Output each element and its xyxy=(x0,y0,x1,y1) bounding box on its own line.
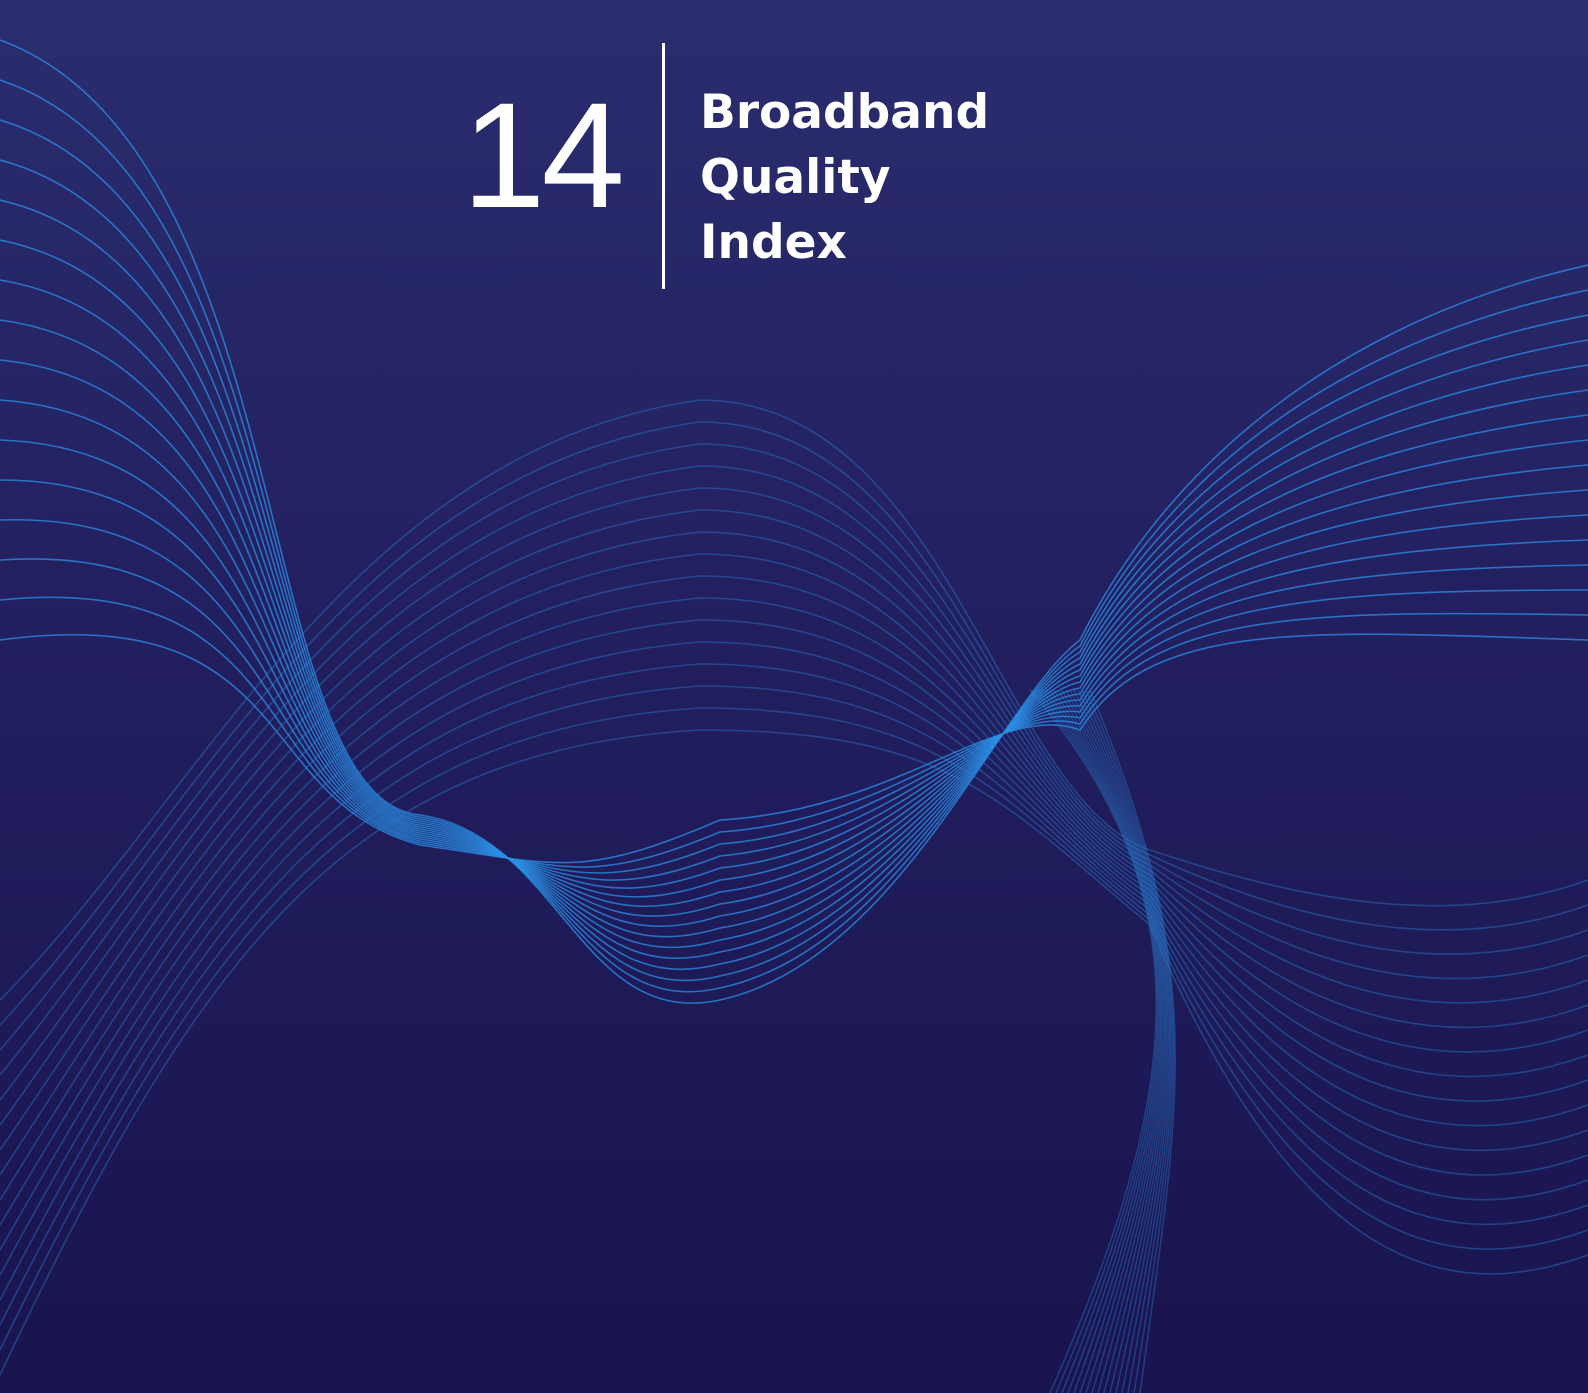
section-title: Broadband Quality Index xyxy=(700,80,989,275)
divider xyxy=(662,43,665,289)
wave-line xyxy=(0,559,1588,873)
section-number: 14 xyxy=(462,80,621,230)
page: 14 Broadband Quality Index xyxy=(0,0,1588,1393)
wave-line xyxy=(0,422,1588,1025)
wave-line xyxy=(0,532,1588,1150)
wave-line xyxy=(0,466,1588,1075)
wave-line xyxy=(0,400,1588,906)
wave-line xyxy=(0,520,1588,880)
wave-line xyxy=(0,554,1588,1175)
title-line: Quality xyxy=(700,145,989,210)
wave-line xyxy=(0,160,1588,969)
title-line: Index xyxy=(700,210,989,275)
wave-line xyxy=(0,620,1588,1250)
title-line: Broadband xyxy=(700,80,989,145)
wave-line xyxy=(1030,690,1156,1393)
wave-line xyxy=(0,360,1588,916)
wave-line xyxy=(0,686,1588,1325)
wave-line xyxy=(0,510,1588,1125)
